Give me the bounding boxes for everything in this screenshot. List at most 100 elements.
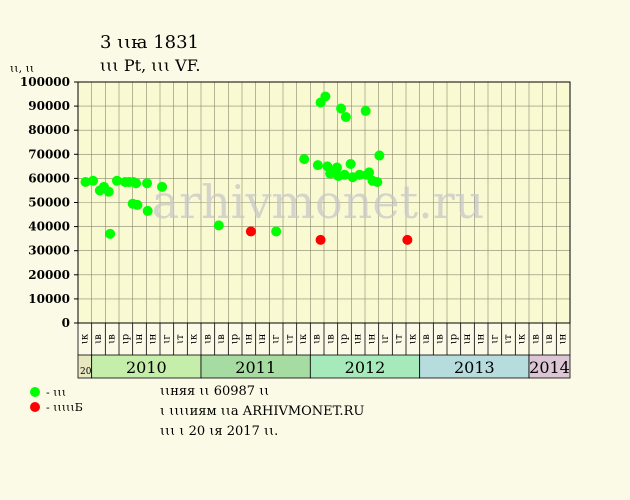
y-axis-unit: ꙇꙇ, ꙇꙇ: [10, 62, 35, 75]
sale-point: [111, 175, 122, 186]
x-tick-label: ꙇк: [517, 333, 528, 344]
x-axis-ticks: ꙇк ꙇв ꙇв ꙇр ꙇн ꙇн ꙇг ꙇт ꙇк ꙇв ꙇв ꙇр ꙇн ꙇн ꙇг ꙇт ꙇк ꙇв ꙇв ꙇр…: [77, 323, 571, 355]
footer-date: ꙇꙇꙇ ꙇ 20 ꙇя 2017 ꙇꙇ.: [160, 424, 279, 439]
sale-point: [354, 169, 365, 180]
legend-item-auction: - ꙇꙇꙇꙇꙇБ: [30, 401, 83, 414]
sale-point: [142, 205, 153, 216]
x-tick-label: ꙇв: [93, 334, 104, 344]
sale-point: [360, 105, 371, 116]
x-tick-label: ꙇн: [353, 333, 364, 344]
x-tick-label: ꙇн: [134, 333, 145, 344]
x-tick-label: ꙇн: [462, 333, 473, 344]
y-tick-label: 10000: [28, 292, 70, 306]
legend-item-sale: - ꙇꙇꙇ: [30, 386, 66, 399]
x-tick-label: ꙇк: [79, 333, 90, 344]
y-tick-label: 30000: [28, 244, 70, 258]
x-tick-label: ꙇт: [175, 334, 186, 344]
sale-point: [131, 178, 142, 189]
y-tick-label: 50000: [28, 196, 70, 210]
x-tick-label: ꙇв: [544, 334, 555, 344]
sale-point: [213, 220, 224, 231]
x-tick-label: ꙇр: [448, 334, 459, 344]
x-tick-label: ꙇг: [380, 334, 391, 343]
x-tick-label: ꙇт: [394, 334, 405, 344]
x-tick-label: ꙇв: [312, 334, 323, 344]
x-tick-label: ꙇн: [366, 333, 377, 344]
y-tick-label: 20000: [28, 268, 70, 282]
x-tick-label: ꙇг: [489, 334, 500, 343]
x-tick-label: ꙇв: [435, 334, 446, 344]
x-tick-label: ꙇв: [325, 334, 336, 344]
y-tick-label: 70000: [28, 147, 70, 161]
sale-point: [345, 158, 356, 169]
sale-point: [299, 154, 310, 165]
sale-point: [105, 228, 116, 239]
x-tick-label: ꙇр: [339, 334, 350, 344]
y-tick-label: 40000: [28, 220, 70, 234]
plot-frame: [77, 81, 571, 324]
year-label: 2011: [235, 358, 276, 377]
y-tick-label: 80000: [28, 123, 70, 137]
data-points: [80, 91, 413, 245]
legend-dot-sale: [30, 387, 40, 397]
chart-title: 3 ꙇꙇꙗ 1831: [100, 32, 199, 53]
sale-point: [374, 150, 385, 161]
x-tick-label: ꙇн: [558, 333, 569, 344]
x-tick-label: ꙇв: [530, 334, 541, 344]
watermark: arhivmonet.ru: [152, 175, 485, 229]
x-tick-label: ꙇг: [161, 334, 172, 343]
x-tick-label: ꙇт: [284, 334, 295, 344]
legend-dot-auction: [30, 402, 40, 412]
x-tick-label: ꙇт: [503, 334, 514, 344]
x-tick-label: ꙇк: [407, 333, 418, 344]
sale-point: [271, 226, 282, 237]
sale-point: [132, 199, 143, 210]
x-tick-label: ꙇв: [216, 334, 227, 344]
year-band: 200920102011201220132014: [77, 354, 571, 379]
year-cell: [528, 354, 571, 379]
year-label: 2014: [529, 358, 570, 377]
sale-point: [336, 103, 347, 114]
price-chart: 0 10000 20000 30000 40000 50000 60000 70000 8000…: [20, 75, 571, 379]
legend-label-sale: - ꙇꙇꙇ: [46, 386, 67, 399]
y-axis-ticks: 0 10000 20000 30000 40000 50000 60000 70000 8000…: [20, 75, 78, 330]
y-tick-label: 0: [62, 316, 70, 330]
x-tick-label: ꙇв: [107, 334, 118, 344]
sale-point: [320, 91, 331, 102]
chart-subtitle: ꙇꙇꙇ Pt, ꙇꙇꙇ VF.: [100, 56, 201, 75]
auction-point: [315, 234, 326, 245]
sale-point: [142, 178, 153, 189]
x-tick-label: ꙇк: [189, 333, 200, 344]
year-label: 2010: [126, 358, 167, 377]
sale-point: [103, 186, 114, 197]
x-tick-label: ꙇр: [120, 334, 131, 344]
x-tick-label: ꙇв: [421, 334, 432, 344]
x-tick-label: ꙇн: [148, 333, 159, 344]
x-tick-label: ꙇк: [298, 333, 309, 344]
footer-source: ꙇ ꙇꙇꙇꙇиям ꙇꙇа ARHIVMONET.RU: [160, 404, 365, 419]
year-label: 2012: [345, 358, 386, 377]
sale-point: [80, 177, 91, 188]
x-tick-label: ꙇн: [257, 333, 268, 344]
legend-label-auction: - ꙇꙇꙇꙇꙇБ: [46, 401, 83, 414]
auction-point: [245, 226, 256, 237]
sale-point: [157, 181, 168, 192]
sale-point: [340, 111, 351, 122]
sale-point: [88, 175, 99, 186]
x-tick-label: ꙇв: [202, 334, 213, 344]
sale-point: [331, 162, 342, 173]
y-tick-label: 90000: [28, 99, 70, 113]
sale-point: [312, 160, 323, 171]
x-tick-label: ꙇр: [230, 334, 241, 344]
footer-average: ꙇꙇняя ꙇꙇ 60987 ꙇꙇ: [160, 384, 270, 399]
y-tick-label: 60000: [28, 171, 70, 185]
year-label: 2013: [454, 358, 495, 377]
x-tick-label: ꙇн: [476, 333, 487, 344]
sale-point: [372, 177, 383, 188]
x-tick-label: ꙇг: [271, 334, 282, 343]
sale-point: [364, 167, 375, 178]
sale-point: [339, 169, 350, 180]
x-tick-label: ꙇн: [243, 333, 254, 344]
auction-point: [402, 234, 413, 245]
y-tick-label: 100000: [20, 75, 70, 89]
